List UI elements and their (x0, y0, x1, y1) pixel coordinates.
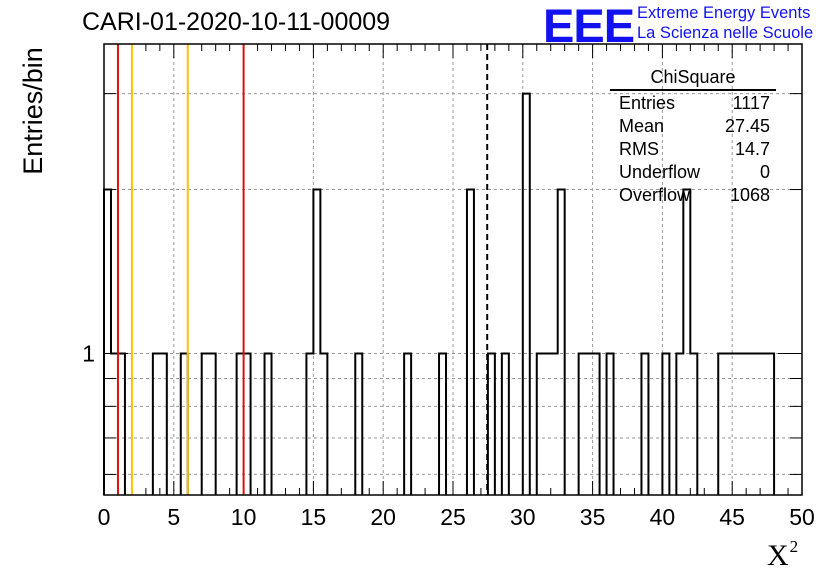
histogram-bin-group (535, 188, 566, 495)
histogram-bin-group (438, 352, 448, 495)
stats-box: ChiSquare Entries 1117 Mean 27.45 RMS 14… (610, 67, 776, 207)
histogram-bin-group (403, 352, 413, 495)
stats-label: Mean (619, 116, 665, 136)
stats-label: Overflow (619, 185, 691, 205)
x-tick-label: 20 (370, 504, 396, 530)
stats-label: Underflow (619, 162, 701, 182)
logo-line-1: Extreme Energy Events (637, 4, 811, 22)
stats-value: 1068 (729, 185, 770, 205)
x-tick-label: 45 (719, 504, 745, 530)
chart-title: CARI-01-2020-10-11-00009 (82, 8, 391, 36)
stats-value: 0 (759, 162, 770, 182)
x-tick-label: 50 (789, 504, 815, 530)
stats-value: 27.45 (724, 116, 770, 136)
x-tick-label: 25 (440, 504, 466, 530)
x-tick-label: 15 (301, 504, 327, 530)
histogram-bin-group (675, 188, 699, 495)
histogram-bin-group (500, 352, 510, 495)
x-tick-label: 10 (231, 504, 257, 530)
histogram-bin-group (151, 352, 168, 495)
stats-label: Entries (619, 93, 676, 113)
y-axis-label: Entries/bin (18, 47, 48, 175)
histogram-bin-group (577, 352, 601, 495)
histogram-bin-group (263, 352, 273, 495)
stats-value: 1117 (732, 93, 770, 113)
stats-value: 14.7 (734, 139, 770, 159)
histogram-bin-group (521, 92, 531, 495)
histogram-bin-group (465, 188, 475, 495)
plot-frame (103, 43, 803, 496)
histogram-bin-group (200, 352, 217, 495)
x-tick-label: 35 (580, 504, 606, 530)
stats-title: ChiSquare (610, 67, 776, 91)
stats-row-underflow: Underflow 0 (610, 161, 776, 184)
histogram-bin-group (354, 352, 364, 495)
histogram-bin-group (605, 352, 615, 495)
x-tick-label: 0 (98, 504, 111, 530)
histogram-bin-group (640, 352, 650, 495)
stats-row-mean: Mean 27.45 (610, 115, 776, 138)
stats-row-overflow: Overflow 1068 (610, 184, 776, 207)
histogram-bin-group (661, 352, 671, 495)
stats-row-rms: RMS 14.7 (610, 138, 776, 161)
x-tick-label: 40 (650, 504, 676, 530)
x-axis-label: X2 (767, 537, 799, 572)
histogram-bin-group (305, 188, 329, 495)
stats-label: RMS (619, 139, 659, 159)
plot-area (104, 44, 802, 495)
histogram-bin-group (717, 352, 776, 495)
eee-logo: EEE (543, 0, 635, 52)
x-tick-label: 5 (167, 504, 180, 530)
logo-line-2: La Scienza nelle Scuole (637, 24, 814, 42)
x-tick-label: 30 (510, 504, 536, 530)
stats-row-entries: Entries 1117 (610, 92, 776, 115)
y-tick-label: 1 (82, 341, 95, 367)
